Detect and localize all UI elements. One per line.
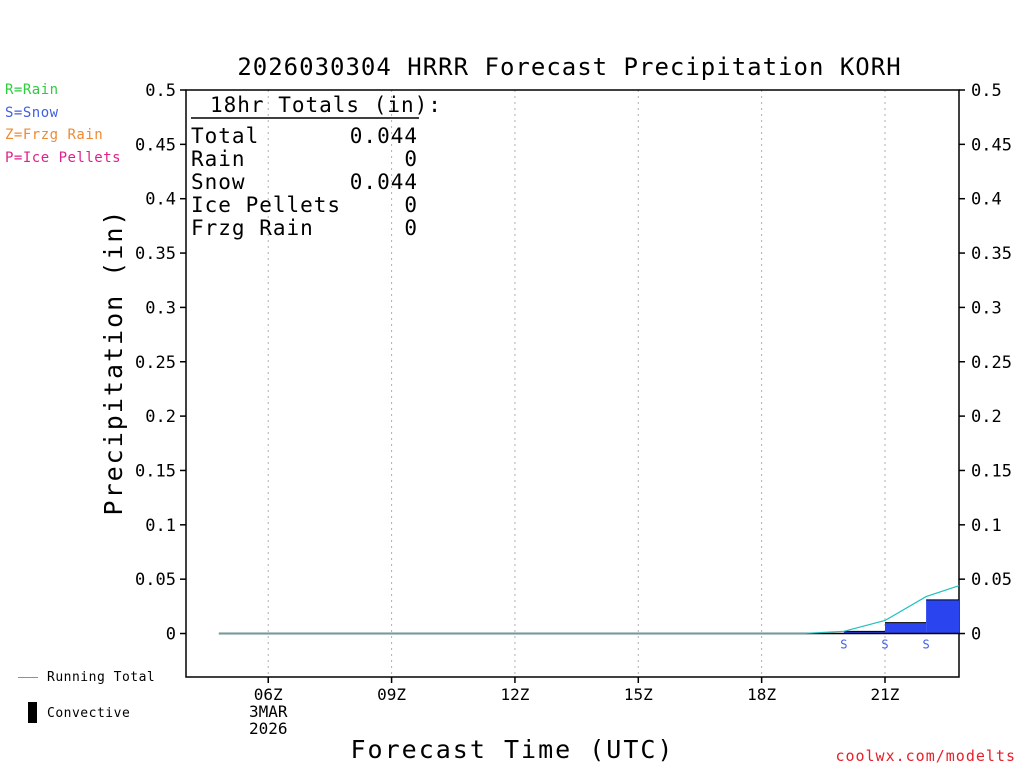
legend-snow: S=Snow — [5, 105, 59, 121]
totals-row-value: 0.044 — [350, 170, 418, 194]
ptype-marker: S — [840, 638, 847, 652]
running-total-line — [218, 585, 960, 635]
y-axis-label: Precipitation (in) — [99, 209, 128, 516]
totals-row-label: Ice Pellets — [191, 193, 341, 217]
x-tick-label: 06Z — [254, 685, 283, 704]
y-tick-label-right: 0.15 — [971, 461, 1012, 481]
y-tick-label-right: 0.45 — [971, 135, 1012, 155]
x-tick-label: 12Z — [500, 685, 529, 704]
y-tick-label-right: 0.2 — [971, 407, 1002, 427]
y-tick-label-left: 0.2 — [145, 407, 176, 427]
legend-frzg-rain: Z=Frzg Rain — [5, 127, 104, 143]
convective-swatch — [28, 702, 37, 723]
y-tick-label-left: 0.35 — [135, 244, 176, 264]
totals-row-value: 0 — [404, 147, 418, 171]
x-axis-label: Forecast Time (UTC) — [351, 735, 675, 764]
y-tick-label-left: 0.5 — [145, 81, 176, 101]
y-tick-label-left: 0.05 — [135, 570, 176, 590]
y-tick-label-left: 0.3 — [145, 298, 176, 318]
precip-bar — [843, 631, 885, 634]
x-tick-label: 18Z — [747, 685, 776, 704]
y-tick-label-left: 0.25 — [135, 353, 176, 373]
totals-row-value: 0.044 — [350, 124, 418, 148]
y-tick-label-right: 0.25 — [971, 353, 1012, 373]
y-tick-label-right: 0.5 — [971, 81, 1002, 101]
x-tick-label: 15Z — [624, 685, 653, 704]
y-tick-label-left: 0.1 — [145, 516, 176, 536]
y-tick-label-right: 0.35 — [971, 244, 1012, 264]
x-tick-date: 3MAR — [249, 702, 288, 721]
y-tick-label-right: 0.4 — [971, 190, 1002, 210]
totals-row-label: Total — [191, 124, 259, 148]
legend-running-total: Running Total — [47, 670, 156, 685]
y-tick-label-right: 0.05 — [971, 570, 1012, 590]
x-tick-label: 21Z — [871, 685, 900, 704]
y-tick-label-right: 0.3 — [971, 298, 1002, 318]
legend-ice-pellets: P=Ice Pellets — [5, 150, 122, 166]
legend-convective: Convective — [47, 706, 131, 721]
running-total-swatch — [18, 677, 38, 678]
y-tick-label-left: 0.4 — [145, 190, 176, 210]
precip-bar — [884, 622, 927, 634]
legend-rain: R=Rain — [5, 82, 59, 98]
credit-text: coolwx.com/modelts — [835, 747, 1016, 765]
y-tick-label-right: 0 — [971, 625, 981, 645]
y-tick-label-right: 0.1 — [971, 516, 1002, 536]
ptype-marker: S — [881, 638, 888, 652]
precip-bar — [926, 599, 959, 634]
plot-frame — [185, 89, 960, 678]
chart-title: 2026030304 HRRR Forecast Precipitation K… — [237, 53, 901, 81]
totals-row-label: Rain — [191, 147, 246, 171]
y-tick-label-left: 0.15 — [135, 461, 176, 481]
ptype-marker: S — [922, 638, 929, 652]
totals-row-value: 0 — [404, 216, 418, 240]
totals-row-label: Snow — [191, 170, 246, 194]
totals-heading: 18hr Totals (in): — [210, 93, 442, 117]
totals-row-value: 0 — [404, 193, 418, 217]
y-tick-label-left: 0 — [166, 625, 176, 645]
y-tick-label-left: 0.45 — [135, 135, 176, 155]
totals-row-label: Frzg Rain — [191, 216, 314, 240]
x-tick-label: 09Z — [377, 685, 406, 704]
x-tick-year: 2026 — [249, 719, 288, 738]
